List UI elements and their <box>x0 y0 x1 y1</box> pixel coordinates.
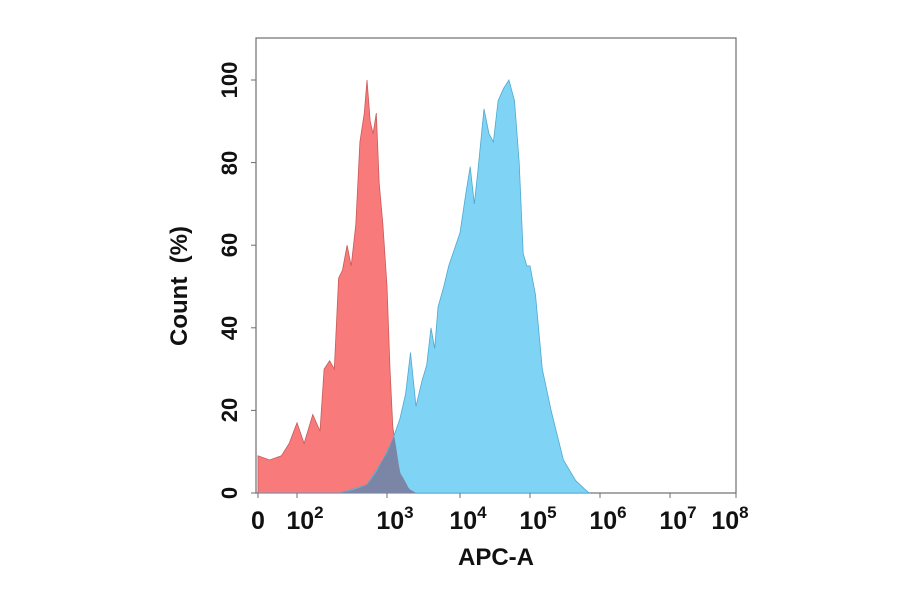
x-tick-label: 104 <box>449 503 487 535</box>
y-tick-label: 100 <box>217 61 242 99</box>
x-tick-label: 107 <box>659 503 697 535</box>
x-tick-label: 103 <box>376 503 414 535</box>
y-tick-label: 0 <box>217 486 242 500</box>
overlap-region <box>297 436 421 493</box>
x-tick-label: 108 <box>711 503 749 535</box>
x-axis-label: APC-A <box>458 544 534 571</box>
negative-control-histogram <box>257 79 418 494</box>
x-tick-label: 105 <box>519 503 557 535</box>
y-tick-label: 80 <box>217 150 242 175</box>
y-tick-label: 40 <box>217 315 242 341</box>
y-tick-label: 20 <box>217 398 242 423</box>
y-axis-label: Count (%) <box>166 226 193 346</box>
x-axis-ticks <box>257 493 737 498</box>
x-tick-label: 102 <box>286 503 324 535</box>
x-tick-label: 0 <box>251 507 265 535</box>
y-axis-ticks <box>251 79 256 494</box>
sample-histogram <box>258 79 591 494</box>
plot-area <box>251 37 737 498</box>
x-tick-label: 106 <box>589 503 627 535</box>
y-tick-label: 60 <box>217 232 242 258</box>
